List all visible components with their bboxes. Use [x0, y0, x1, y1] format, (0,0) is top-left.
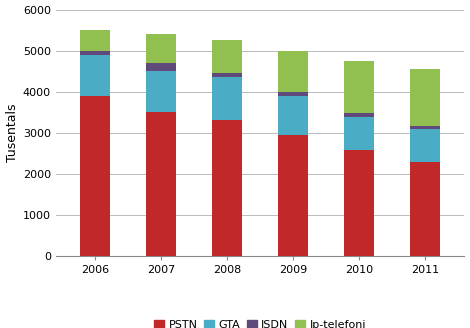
Bar: [410, 130, 440, 162]
Bar: [80, 96, 110, 256]
Bar: [344, 61, 374, 113]
Bar: [344, 117, 374, 150]
Legend: PSTN, GTA, ISDN, Ip-telefoni: PSTN, GTA, ISDN, Ip-telefoni: [149, 316, 371, 328]
Bar: [278, 51, 308, 92]
Bar: [80, 51, 110, 55]
Bar: [212, 73, 242, 77]
Bar: [212, 77, 242, 120]
Bar: [278, 96, 308, 135]
Bar: [410, 69, 440, 126]
Bar: [410, 162, 440, 256]
Bar: [344, 113, 374, 117]
Bar: [410, 126, 440, 130]
Bar: [146, 71, 176, 112]
Bar: [146, 34, 176, 63]
Bar: [146, 112, 176, 256]
Bar: [278, 135, 308, 256]
Y-axis label: Tusentals: Tusentals: [6, 103, 18, 162]
Bar: [212, 40, 242, 73]
Bar: [80, 30, 110, 51]
Bar: [80, 55, 110, 96]
Bar: [212, 120, 242, 256]
Bar: [278, 92, 308, 96]
Bar: [146, 63, 176, 71]
Bar: [344, 150, 374, 256]
